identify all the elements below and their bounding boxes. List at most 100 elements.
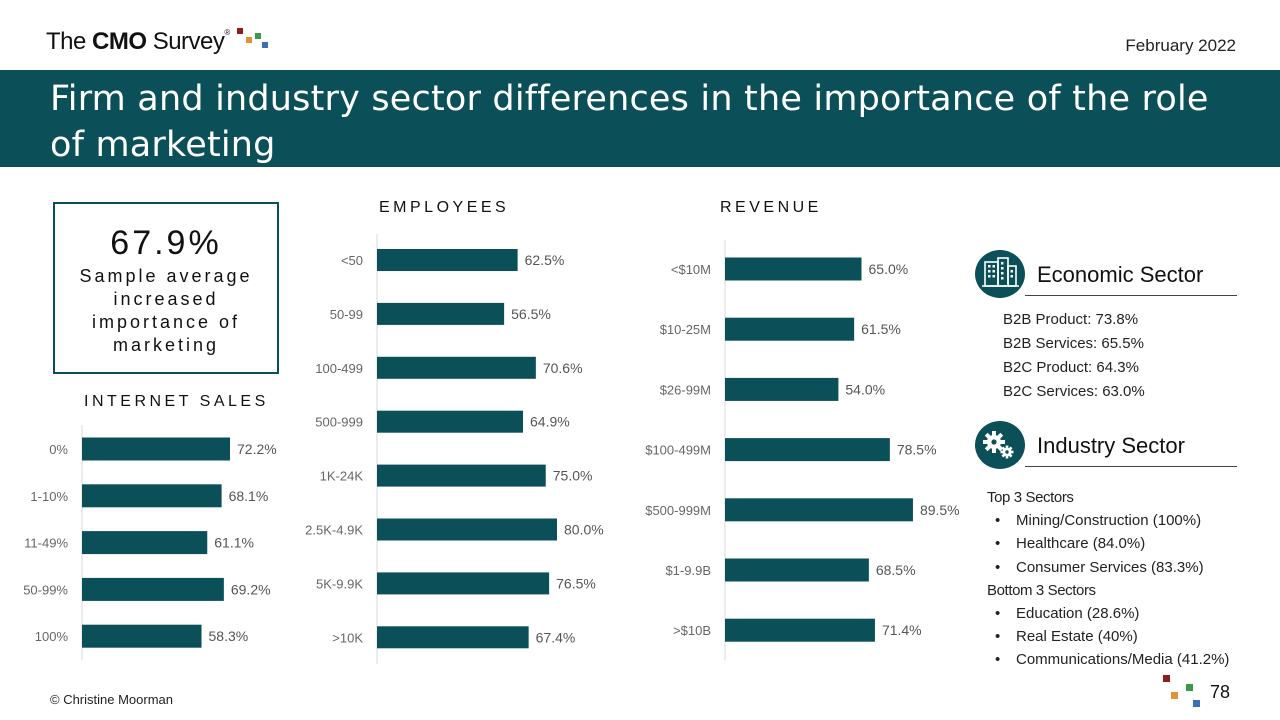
internet-sales-bar: [82, 437, 231, 461]
employees-category-label: 5K-9.9K: [316, 576, 363, 591]
revenue-value-label: 68.5%: [876, 562, 916, 578]
internet-sales-value-label: 61.1%: [214, 535, 254, 551]
internet-sales-bar: [82, 531, 208, 555]
footer-square-blue: [1193, 700, 1200, 707]
economic-sector-item: B2B Product: 73.8%: [1003, 311, 1139, 328]
economic-sector-list: B2B Product: 73.8% B2B Services: 65.5% B…: [1003, 308, 1145, 404]
footer-square-red: [1163, 675, 1170, 682]
employees-category-label: <50: [341, 253, 363, 268]
employees-value-label: 70.6%: [543, 360, 583, 376]
employees-bar: [377, 464, 546, 487]
logo-square-blue: [262, 42, 268, 48]
report-date: February 2022: [1125, 36, 1236, 55]
economic-sector-item: B2B Services: 65.5%: [1003, 335, 1144, 352]
revenue-category-label: $26-99M: [660, 382, 711, 397]
revenue-bar: [725, 618, 875, 642]
internet-sales-value-label: 72.2%: [237, 441, 277, 457]
page-title: Firm and industry sector differences in …: [50, 79, 1209, 165]
top-sectors-header: Top 3 Sectors: [987, 489, 1074, 506]
internet-sales-category-label: 11-49%: [24, 536, 68, 551]
employees-chart: <50 62.5% 50-99 56.5% 100-499 70.6% 500-999 64.…: [305, 234, 604, 664]
bottom-sectors-header: Bottom 3 Sectors: [987, 581, 1096, 599]
sample-average-box: 67.9% Sample average increased importanc…: [53, 202, 279, 374]
sample-average-value: 67.9%: [110, 224, 222, 262]
economic-sector-item: B2C Services: 63.0%: [1003, 383, 1145, 400]
economic-sector-item: B2C Product: 64.3%: [1003, 359, 1139, 376]
internet-sales-category-label: 0%: [49, 442, 68, 457]
revenue-category-label: $500-999M: [645, 503, 711, 518]
revenue-value-label: 54.0%: [845, 381, 885, 397]
revenue-value-label: 89.5%: [920, 502, 960, 518]
revenue-bar: [725, 438, 890, 462]
employees-bar: [377, 518, 557, 541]
bottom-sector-item: Education (28.6%): [987, 602, 1229, 625]
logo-square-red: [237, 28, 243, 34]
economic-sector-divider: [1025, 295, 1237, 296]
gears-icon: [975, 421, 1025, 469]
revenue-category-label: $1-9.9B: [665, 563, 711, 578]
revenue-bar: [725, 558, 869, 582]
employees-category-label: 50-99: [330, 307, 363, 322]
copyright: © Christine Moorman: [50, 692, 174, 707]
top-sector-item: Mining/Construction (100%): [987, 509, 1229, 532]
title-banner: Firm and industry sector differences in …: [0, 70, 1280, 167]
internet-sales-value-label: 68.1%: [229, 488, 269, 504]
economic-sector-title: Economic Sector: [1037, 262, 1204, 287]
logo-square-green: [255, 33, 261, 39]
employees-value-label: 80.0%: [564, 522, 604, 538]
sample-average-label: Sample average increased importance of m…: [79, 266, 253, 355]
employees-bar: [377, 356, 536, 379]
employees-value-label: 62.5%: [525, 252, 565, 268]
revenue-category-label: <$10M: [671, 262, 711, 277]
revenue-bar: [725, 317, 855, 341]
bottom-sector-item: Communications/Media (41.2%): [987, 648, 1229, 671]
economic-sector-panel: Economic Sector: [975, 250, 1240, 300]
top-sector-item: Healthcare (84.0%): [987, 532, 1229, 555]
employees-title: EMPLOYEES: [379, 199, 510, 216]
page-number: 78: [1210, 682, 1231, 702]
internet-sales-chart: 0% 72.2% 1-10% 68.1% 11-49% 61.1% 50-99% 69.2% 1…: [23, 425, 277, 660]
revenue-chart: <$10M 65.0% $10-25M 61.5% $26-99M 54.0% $100-4…: [645, 240, 960, 660]
employees-bar: [377, 302, 505, 325]
employees-value-label: 64.9%: [530, 414, 570, 430]
bottom-sector-item: Real Estate (40%): [987, 625, 1229, 648]
internet-sales-bar: [82, 624, 202, 648]
employees-bar: [377, 626, 529, 649]
employees-category-label: 500-999: [315, 415, 363, 430]
industry-sector-title: Industry Sector: [1037, 433, 1185, 458]
employees-bar: [377, 249, 518, 271]
internet-sales-bar: [82, 577, 224, 601]
internet-sales-category-label: 100%: [35, 629, 69, 644]
employees-category-label: >10K: [332, 630, 363, 645]
employees-category-label: 2.5K-4.9K: [305, 523, 363, 538]
employees-value-label: 76.5%: [556, 575, 596, 591]
employees-category-label: 100-499: [315, 361, 363, 376]
internet-sales-category-label: 1-10%: [30, 489, 68, 504]
internet-sales-category-label: 50-99%: [23, 582, 68, 597]
revenue-value-label: 71.4%: [882, 622, 922, 638]
revenue-category-label: >$10B: [673, 623, 711, 638]
logo-registered-mark: ®: [224, 28, 230, 37]
logo-square-orange: [246, 37, 252, 43]
revenue-value-label: 78.5%: [897, 442, 937, 458]
industry-sector-list: Top 3 Sectors Mining/Construction (100%)…: [987, 486, 1229, 672]
footer-square-orange: [1171, 692, 1178, 699]
internet-sales-bar: [82, 484, 222, 508]
industry-sector-divider: [1025, 466, 1237, 467]
top-sector-item: Consumer Services (83.3%): [987, 556, 1229, 579]
employees-value-label: 67.4%: [536, 629, 576, 645]
employees-value-label: 56.5%: [511, 306, 551, 322]
buildings-icon: [975, 250, 1025, 298]
industry-sector-panel: Industry Sector: [975, 421, 1240, 471]
revenue-title: REVENUE: [720, 199, 822, 216]
revenue-bar: [725, 498, 913, 522]
revenue-category-label: $10-25M: [660, 322, 711, 337]
internet-sales-value-label: 69.2%: [231, 581, 271, 597]
internet-sales-title: INTERNET SALES: [84, 393, 269, 410]
internet-sales-value-label: 58.3%: [209, 628, 249, 644]
revenue-bar: [725, 377, 839, 401]
employees-bar: [377, 572, 550, 595]
employees-category-label: 1K-24K: [320, 469, 364, 484]
employees-bar: [377, 410, 524, 433]
